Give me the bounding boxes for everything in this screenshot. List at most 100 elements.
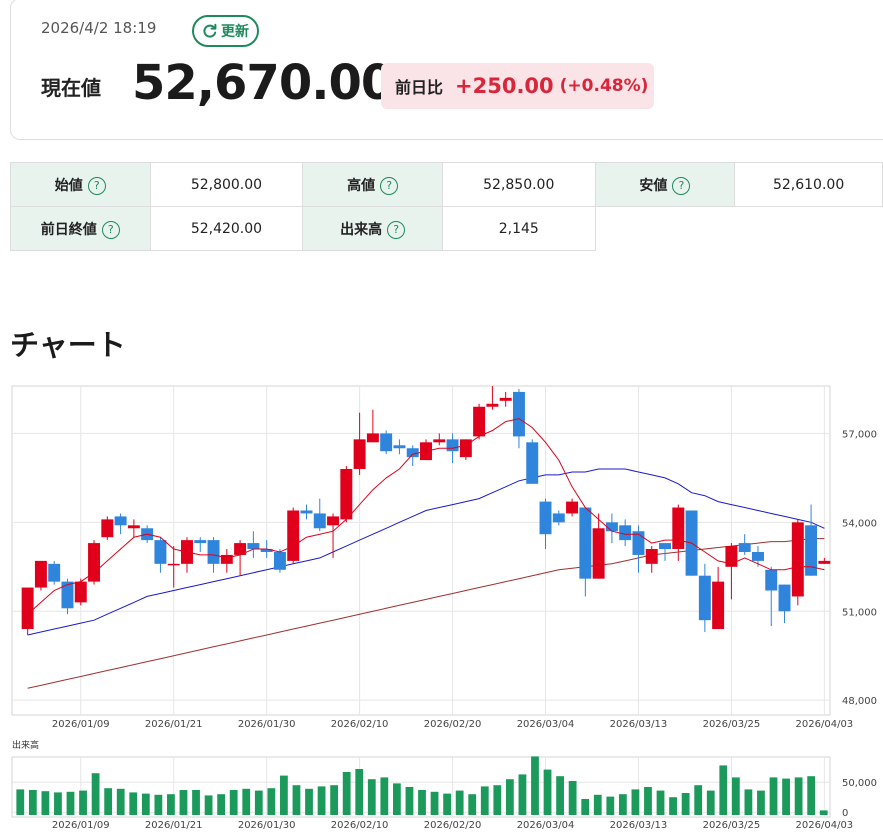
candle-body — [220, 554, 233, 564]
candle-body — [194, 540, 207, 544]
stat-label-high: 高値 — [347, 177, 376, 194]
x-tick-label: 2026/04/03 — [796, 719, 854, 730]
stat-header-open: 始値? — [10, 162, 151, 207]
x-tick-label: 2026/03/25 — [703, 719, 761, 730]
stat-header-high: 高値? — [302, 162, 443, 207]
price-chart[interactable]: 2026/01/09 2026/01/09 2026/01/21 2026/01/21… — [0, 380, 883, 837]
candle-body — [88, 543, 101, 582]
volume-bar — [330, 785, 339, 815]
volume-bar — [468, 794, 477, 815]
volume-x-tick-label: 2026/04/03 — [796, 820, 854, 831]
volume-bar — [769, 777, 778, 815]
candle-body — [512, 391, 525, 437]
volume-x-tick-label: 2026/03/13 — [610, 820, 668, 831]
candle-body — [712, 581, 725, 630]
candle-body — [659, 543, 671, 550]
volume-bar — [455, 790, 464, 815]
volume-bar — [618, 794, 627, 815]
candle-body — [486, 403, 499, 407]
current-price-label: 現在値 — [41, 76, 101, 100]
volume-x-tick-label: 2026/01/21 — [145, 820, 203, 831]
candle-body — [234, 543, 247, 555]
candle-body — [366, 433, 379, 443]
stats-row: 始値? 52,800.00 高値? 52,850.00 安値? 52,610.0… — [10, 162, 883, 207]
candle-body — [154, 540, 167, 564]
quote-card: 2026/4/2 18:19 更新 現在値 52,670.00 前日比 +250… — [10, 0, 883, 140]
x-tick-label: 2026/02/20 — [424, 719, 482, 730]
help-icon[interactable]: ? — [387, 220, 406, 239]
volume-bar — [819, 810, 828, 815]
candle-body — [353, 439, 366, 469]
candle-body — [566, 501, 579, 514]
volume-bar — [254, 790, 263, 815]
y-tick-label: 54,000 — [842, 518, 877, 529]
volume-bar — [443, 793, 451, 815]
candle-body — [273, 551, 286, 570]
volume-bar — [581, 799, 590, 815]
stat-value-volume: 2,145 — [441, 206, 596, 251]
volume-bar — [179, 790, 188, 815]
candle-body — [738, 543, 751, 552]
candle-body — [207, 540, 220, 564]
candle-body — [433, 439, 446, 443]
candle-body — [393, 445, 406, 449]
volume-bar — [167, 794, 175, 815]
volume-bar — [192, 790, 200, 815]
volume-bar — [116, 788, 125, 815]
volume-bar — [518, 774, 527, 815]
volume-bar — [292, 785, 301, 815]
volume-bar — [28, 790, 37, 815]
candle-body — [48, 563, 61, 582]
help-icon[interactable]: ? — [87, 176, 106, 195]
candle-body — [313, 513, 326, 529]
candle-body — [645, 549, 658, 564]
candle-body — [552, 513, 565, 523]
candle-body — [592, 528, 605, 579]
change-box: 前日比 +250.00 (+0.48%) — [381, 63, 654, 109]
x-tick-label: 2026/01/30 — [238, 719, 296, 730]
refresh-label: 更新 — [221, 23, 249, 39]
volume-bar — [393, 783, 401, 815]
volume-bar — [719, 765, 728, 815]
volume-bar — [355, 769, 364, 815]
candle-body — [751, 551, 764, 561]
volume-bar — [694, 785, 703, 815]
volume-bar — [305, 788, 313, 815]
price-plot-frame — [11, 385, 831, 716]
candle-body — [300, 510, 313, 514]
help-icon[interactable]: ? — [101, 220, 120, 239]
candle-body — [114, 516, 127, 526]
candle-body — [473, 406, 486, 437]
stat-value-high: 52,850.00 — [441, 162, 596, 207]
candle-body — [805, 525, 818, 576]
candle-body — [672, 507, 685, 550]
volume-y-tick-label: 50,000 — [842, 778, 877, 789]
y-tick-label: 51,000 — [842, 607, 877, 618]
y-tick-label: 48,000 — [842, 696, 877, 707]
volume-x-tick-label: 2026/02/10 — [331, 820, 389, 831]
volume-bar — [681, 793, 690, 815]
candle-body — [101, 519, 114, 538]
candle-body — [459, 439, 472, 458]
candle-body — [287, 510, 300, 561]
refresh-icon — [202, 23, 218, 39]
volume-bar — [54, 792, 62, 815]
volume-x-tick-label: 2026/03/04 — [517, 820, 575, 831]
refresh-button[interactable]: 更新 — [192, 15, 259, 47]
volume-bar — [644, 787, 652, 815]
help-icon[interactable]: ? — [672, 176, 691, 195]
stat-header-prev-close: 前日終値? — [10, 206, 151, 251]
candle-body — [605, 522, 618, 532]
candle-body — [526, 442, 539, 484]
y-tick-label: 57,000 — [842, 429, 877, 440]
volume-bar — [154, 794, 163, 815]
volume-bar — [568, 781, 577, 815]
candle-body — [791, 522, 804, 597]
candle-body — [327, 516, 340, 526]
candle-body — [260, 549, 273, 552]
volume-bar — [782, 778, 790, 815]
candle-body — [539, 501, 552, 535]
help-icon[interactable]: ? — [380, 176, 399, 195]
candle-body — [765, 569, 778, 591]
stat-header-low: 安値? — [594, 162, 736, 207]
